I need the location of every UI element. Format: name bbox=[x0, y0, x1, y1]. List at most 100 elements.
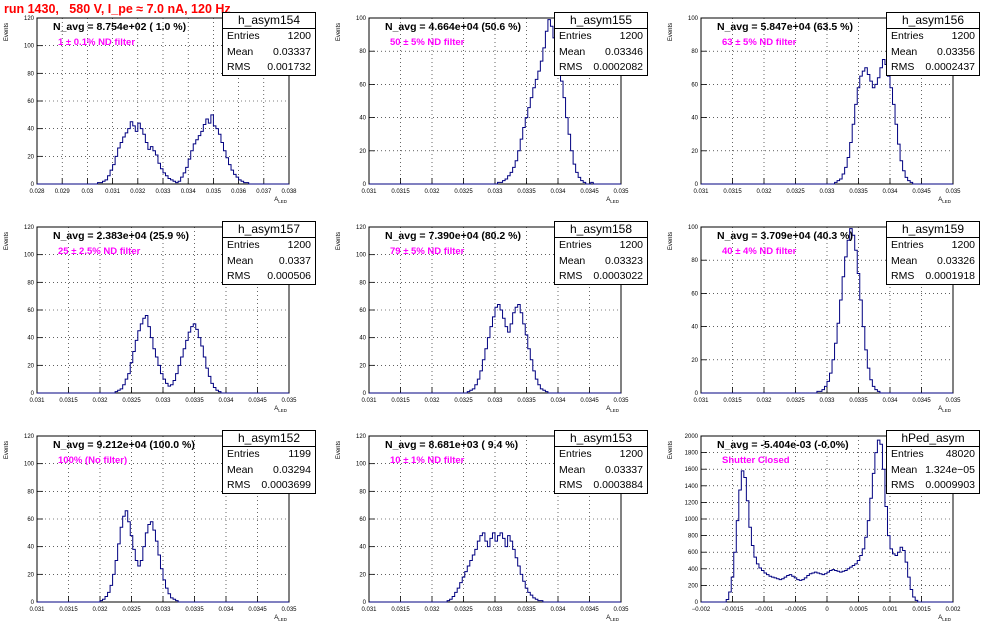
y-tick-label: 60 bbox=[27, 308, 34, 314]
stats-label-mean: Mean bbox=[891, 463, 918, 476]
stats-row-mean: Mean 0.03356 bbox=[887, 45, 979, 61]
y-tick-label: 120 bbox=[356, 434, 367, 440]
stats-box: h_asym155 Entries 1200 Mean 0.03346 RMS 0.0002… bbox=[554, 12, 648, 76]
histogram-plot: 0 20 40 60 80 100 0.031 0.0315 0.032 0.0325 0.033 0… bbox=[336, 16, 629, 204]
histogram-panel-h_asym158: 0 20 40 60 80 100 120 0.031 0.0315 0.032 0.0325 0.0… bbox=[332, 209, 650, 413]
stats-label-rms: RMS bbox=[891, 270, 915, 282]
y-tick-label: 60 bbox=[359, 82, 366, 88]
x-tick-label: 0.035 bbox=[613, 398, 629, 404]
histogram-name: h_asym157 bbox=[223, 222, 315, 238]
y-tick-label: 60 bbox=[359, 517, 366, 523]
x-tick-label: 0.0015 bbox=[912, 607, 931, 613]
x-tick-label: 0.035 bbox=[613, 607, 629, 613]
x-tick-label: 0.033 bbox=[819, 189, 835, 195]
stats-row-entries: Entries 1200 bbox=[887, 238, 979, 254]
y-tick-label: 0 bbox=[695, 600, 699, 606]
x-tick-label: −0.001 bbox=[755, 607, 774, 613]
x-tick-label: 0.0335 bbox=[849, 189, 868, 195]
y-axis-label: Events bbox=[668, 232, 674, 250]
stats-label-entries: Entries bbox=[891, 239, 924, 251]
x-tick-label: 0.031 bbox=[693, 398, 709, 404]
y-tick-label: 100 bbox=[356, 462, 367, 468]
x-axis-label: ALED bbox=[606, 615, 620, 622]
x-tick-label: 0.0325 bbox=[122, 398, 141, 404]
y-tick-label: 100 bbox=[356, 253, 367, 259]
x-axis-label: ALED bbox=[274, 615, 288, 622]
stats-label-rms: RMS bbox=[559, 270, 583, 282]
stats-label-entries: Entries bbox=[559, 30, 592, 42]
stats-value-rms: 0.0003884 bbox=[593, 479, 643, 491]
histogram-name: h_asym155 bbox=[555, 13, 647, 29]
x-tick-label: 0.034 bbox=[550, 607, 566, 613]
histogram-panel-h_asym157: 0 20 40 60 80 100 120 0.031 0.0315 0.032 0.0325 0.0… bbox=[0, 209, 318, 413]
stats-row-entries: Entries 1200 bbox=[555, 447, 647, 463]
x-tick-label: 0.035 bbox=[281, 398, 297, 404]
y-tick-label: 80 bbox=[359, 489, 366, 495]
y-tick-label: 80 bbox=[359, 49, 366, 55]
y-tick-label: 60 bbox=[691, 82, 698, 88]
stats-box: h_asym156 Entries 1200 Mean 0.03356 RMS 0.0002… bbox=[886, 12, 980, 76]
histogram-panel-h_asym152: 0 20 40 60 80 100 120 0.031 0.0315 0.032 0.0325 0.0… bbox=[0, 418, 318, 622]
y-tick-label: 80 bbox=[691, 258, 698, 264]
y-tick-label: 40 bbox=[27, 127, 34, 133]
stats-label-rms: RMS bbox=[227, 61, 251, 73]
stats-value-mean: 0.03294 bbox=[273, 463, 311, 476]
y-tick-label: 80 bbox=[359, 280, 366, 286]
stats-label-mean: Mean bbox=[227, 45, 254, 58]
x-tick-label: 0.034 bbox=[550, 189, 566, 195]
x-tick-label: 0.0315 bbox=[723, 398, 742, 404]
x-axis-label: ALED bbox=[938, 615, 952, 622]
filter-label: Shutter Closed bbox=[722, 455, 790, 466]
stats-label-mean: Mean bbox=[891, 45, 918, 58]
stats-row-rms: RMS 0.0002437 bbox=[887, 60, 979, 76]
y-tick-label: 20 bbox=[691, 358, 698, 364]
x-tick-label: 0.0315 bbox=[723, 189, 742, 195]
x-tick-label: 0.033 bbox=[155, 607, 171, 613]
x-tick-label: −0.0015 bbox=[722, 607, 745, 613]
stats-box: hPed_asym Entries 48020 Mean 1.324e−05 RMS 0.0… bbox=[886, 430, 980, 494]
x-tick-label: 0.037 bbox=[256, 189, 272, 195]
x-tick-label: 0.0335 bbox=[185, 607, 204, 613]
y-tick-label: 0 bbox=[31, 600, 35, 606]
histogram-plot: 0 20 40 60 80 100 120 0.031 0.0315 0.032 0.0325 0.0… bbox=[336, 434, 629, 622]
y-tick-label: 20 bbox=[691, 149, 698, 155]
stats-value-mean: 0.03337 bbox=[605, 463, 643, 476]
y-tick-label: 60 bbox=[691, 291, 698, 297]
y-tick-label: 0 bbox=[695, 182, 699, 188]
y-tick-label: 100 bbox=[688, 225, 699, 231]
x-tick-label: 0.031 bbox=[29, 398, 45, 404]
x-tick-label: 0.034 bbox=[218, 398, 234, 404]
stats-value-mean: 0.0337 bbox=[278, 254, 311, 267]
x-tick-label: 0.035 bbox=[206, 189, 222, 195]
x-tick-label: 0.034 bbox=[550, 398, 566, 404]
stats-row-mean: Mean 1.324e−05 bbox=[887, 463, 979, 479]
x-tick-label: 0.0335 bbox=[849, 398, 868, 404]
x-tick-label: 0.0325 bbox=[786, 189, 805, 195]
y-tick-label: 0 bbox=[695, 391, 699, 397]
filter-label: 63 ± 5% ND filter bbox=[722, 37, 797, 48]
y-tick-label: 2000 bbox=[685, 434, 699, 440]
y-tick-label: 40 bbox=[27, 336, 34, 342]
stats-value-entries: 1200 bbox=[619, 448, 643, 460]
filter-label: 50 ± 5% ND filter bbox=[390, 37, 465, 48]
filter-label: 100% (No filter) bbox=[58, 455, 127, 466]
histogram-plot: 0 20 40 60 80 100 120 0.028 0.029 0.03 0.031 0.032 0… bbox=[4, 16, 297, 204]
x-tick-label: 0 bbox=[825, 607, 829, 613]
x-tick-label: −0.0005 bbox=[785, 607, 808, 613]
x-tick-label: 0.031 bbox=[361, 398, 377, 404]
stats-value-mean: 0.03326 bbox=[937, 254, 975, 267]
stats-value-entries: 1200 bbox=[951, 239, 975, 251]
y-axis-label: Events bbox=[4, 232, 10, 250]
histogram-panel-h_asym159: 0 20 40 60 80 100 0.031 0.0315 0.032 0.0325 0.033 0… bbox=[664, 209, 982, 413]
x-tick-label: 0.031 bbox=[361, 189, 377, 195]
stats-label-entries: Entries bbox=[559, 239, 592, 251]
y-tick-label: 40 bbox=[359, 336, 366, 342]
x-tick-label: 0.0335 bbox=[517, 398, 536, 404]
y-tick-label: 100 bbox=[24, 44, 35, 50]
stats-label-entries: Entries bbox=[227, 30, 260, 42]
stats-label-rms: RMS bbox=[227, 270, 251, 282]
x-tick-label: 0.0345 bbox=[912, 189, 931, 195]
histogram-plot: 0 20 40 60 80 100 0.031 0.0315 0.032 0.0325 0.033 0… bbox=[668, 16, 961, 204]
y-axis-label: Events bbox=[668, 441, 674, 459]
stats-label-rms: RMS bbox=[559, 479, 583, 491]
